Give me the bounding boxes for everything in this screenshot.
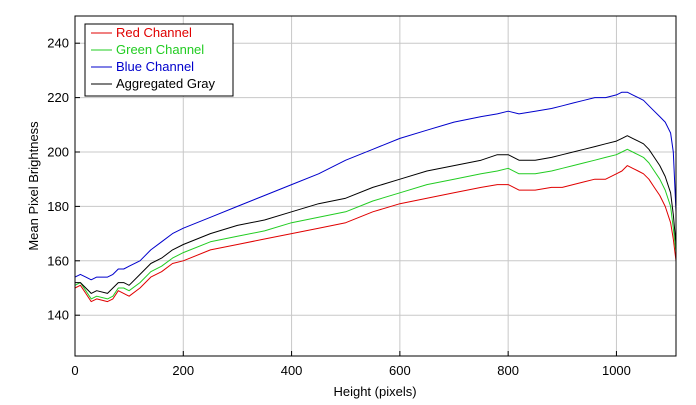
y-tick-label: 180 [47,199,69,214]
plot-frame [74,15,677,357]
legend-label: Red Channel [116,25,192,40]
legend-label: Green Channel [116,42,204,57]
series-line-green-channel [74,148,677,300]
legend: Red Channel Green Channel Blue Channel Aggr… [84,23,234,97]
legend-label: Aggregated Gray [116,76,216,91]
grid-lines [75,16,676,356]
y-tick-label: 200 [47,145,69,160]
y-tick-label: 240 [47,36,69,51]
series-line-blue-channel [74,91,677,281]
x-tick-label: 800 [497,363,519,378]
x-tick-label: 0 [71,363,78,378]
y-tick-label: 140 [47,308,69,323]
x-tick-label: 200 [172,363,194,378]
legend-label: Blue Channel [116,59,194,74]
series-lines [74,91,677,303]
y-tick-label: 160 [47,253,69,268]
x-tick-label: 400 [281,363,303,378]
series-line-aggregated-gray [75,135,677,294]
axis-ticks: 0 200 400 600 800 1000 140 160 180 200 220 240 [47,36,631,378]
x-axis-title: Height (pixels) [333,384,416,399]
y-axis-title: Mean Pixel Brightness [26,121,41,251]
y-tick-label: 220 [47,90,69,105]
x-tick-label: 1000 [602,363,631,378]
x-tick-label: 600 [389,363,411,378]
series-line-red-channel [74,165,677,303]
